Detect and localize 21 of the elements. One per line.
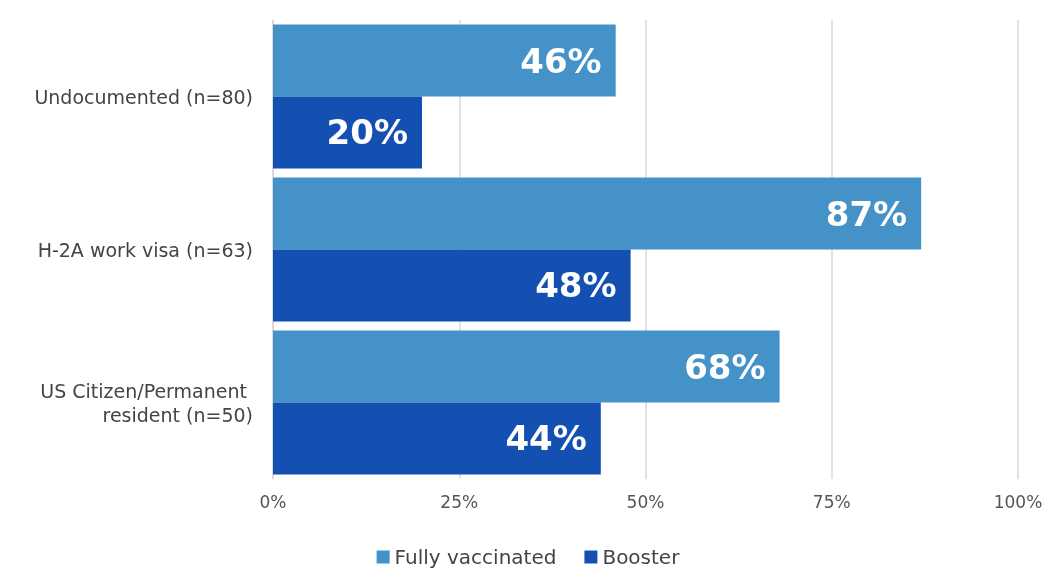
x-tick-label: 50% — [626, 491, 665, 512]
data-label: 68% — [684, 346, 766, 387]
bar — [273, 402, 601, 475]
y-tick-label: Undocumented (n=80) — [34, 85, 253, 108]
legend-label: Booster — [602, 545, 681, 569]
bar — [273, 249, 631, 322]
x-tick-label: 100% — [993, 491, 1043, 512]
data-label: 48% — [535, 265, 617, 306]
x-tick-label: 75% — [812, 491, 851, 512]
x-tick-label: 25% — [440, 491, 479, 512]
x-tick-label: 0% — [259, 491, 287, 512]
data-label: 20% — [326, 112, 408, 153]
bar — [273, 24, 616, 97]
legend-label: Fully vaccinated — [394, 545, 557, 569]
data-label: 44% — [505, 418, 587, 459]
bar — [273, 177, 922, 250]
data-label: 87% — [825, 193, 908, 234]
bar — [273, 330, 780, 403]
data-label: 46% — [520, 40, 602, 81]
y-tick-label: US Citizen/Permanent resident (n=50) — [40, 379, 253, 426]
y-tick-label: H-2A work visa (n=63) — [37, 238, 253, 261]
